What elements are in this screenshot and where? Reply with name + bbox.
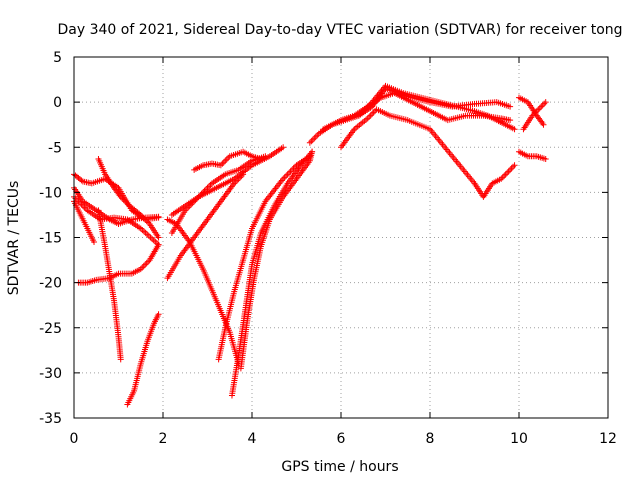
y-tick-label: -30 — [39, 366, 62, 382]
y-tick-label: -15 — [39, 231, 62, 247]
chart-title: Day 340 of 2021, Sidereal Day-to-day VTE… — [57, 22, 622, 38]
data-point — [78, 177, 85, 184]
data-point — [372, 107, 379, 114]
data-point — [283, 172, 290, 179]
y-tick-label: -35 — [39, 411, 62, 427]
series-track — [95, 155, 162, 241]
data-point — [117, 356, 124, 363]
data-point — [222, 157, 229, 164]
data-point — [155, 213, 162, 220]
data-point — [541, 100, 548, 107]
data-point — [501, 172, 508, 179]
data-point — [511, 162, 518, 169]
data-point — [312, 133, 319, 140]
series-track — [124, 311, 162, 408]
data-series — [71, 82, 549, 408]
x-tick-label: 8 — [426, 431, 435, 447]
series-track — [95, 207, 124, 363]
axis-ticks: 0 2 4 6 8 10 12 5 0 -5 -10 -15 -20 -25 -30 -35 — [39, 50, 617, 447]
y-tick-label: 5 — [53, 50, 62, 66]
data-point — [507, 117, 514, 124]
data-point — [308, 138, 315, 145]
data-point — [314, 132, 321, 139]
data-point — [540, 121, 547, 128]
data-point — [366, 113, 373, 120]
data-point — [240, 171, 247, 178]
series-track — [164, 171, 247, 282]
data-point — [142, 261, 149, 268]
data-point — [234, 177, 241, 184]
data-point — [504, 169, 511, 176]
series-track — [215, 153, 313, 363]
series-track — [75, 241, 162, 286]
data-point — [155, 234, 162, 241]
data-point — [311, 135, 318, 142]
data-point — [155, 311, 162, 318]
data-point — [220, 159, 227, 166]
x-axis-label: GPS time / hours — [281, 459, 398, 475]
data-point — [140, 263, 147, 270]
data-point — [281, 174, 288, 181]
data-point — [502, 171, 509, 178]
data-point — [536, 105, 543, 112]
series-track — [71, 171, 162, 223]
series-track — [516, 148, 549, 162]
y-tick-label: -5 — [48, 140, 62, 156]
data-point — [538, 103, 545, 110]
x-tick-label: 2 — [159, 431, 168, 447]
data-point — [223, 156, 230, 163]
data-point — [91, 239, 98, 246]
series-track — [516, 94, 547, 128]
data-point — [219, 160, 226, 167]
data-point — [309, 136, 316, 143]
data-point — [309, 148, 316, 155]
x-tick-label: 12 — [599, 431, 617, 447]
data-point — [155, 241, 162, 248]
y-axis-label: SDTVAR / TECUs — [6, 181, 22, 296]
series-track — [320, 82, 518, 133]
x-tick-label: 0 — [70, 431, 79, 447]
y-tick-label: -10 — [39, 185, 62, 201]
y-tick-label: -20 — [39, 276, 62, 292]
x-tick-label: 4 — [248, 431, 257, 447]
series-track — [164, 216, 242, 367]
data-point — [539, 102, 546, 109]
data-point — [505, 168, 512, 175]
x-tick-label: 10 — [510, 431, 528, 447]
data-point — [510, 163, 517, 170]
data-point — [143, 260, 150, 267]
data-point — [306, 139, 313, 146]
data-point — [542, 99, 549, 106]
data-point — [508, 165, 515, 172]
series-track — [338, 106, 518, 200]
y-tick-label: 0 — [53, 95, 62, 111]
data-point — [511, 126, 518, 133]
grid — [74, 57, 608, 418]
data-point — [367, 112, 374, 119]
data-point — [542, 155, 549, 162]
data-point — [262, 153, 269, 160]
data-point — [507, 103, 514, 110]
x-tick-label: 6 — [337, 431, 346, 447]
series-track — [191, 148, 264, 173]
data-point — [280, 144, 287, 151]
data-point — [369, 110, 376, 117]
data-point — [507, 166, 514, 173]
data-point — [257, 155, 264, 162]
y-tick-label: -25 — [39, 321, 62, 337]
series-track — [237, 148, 316, 372]
